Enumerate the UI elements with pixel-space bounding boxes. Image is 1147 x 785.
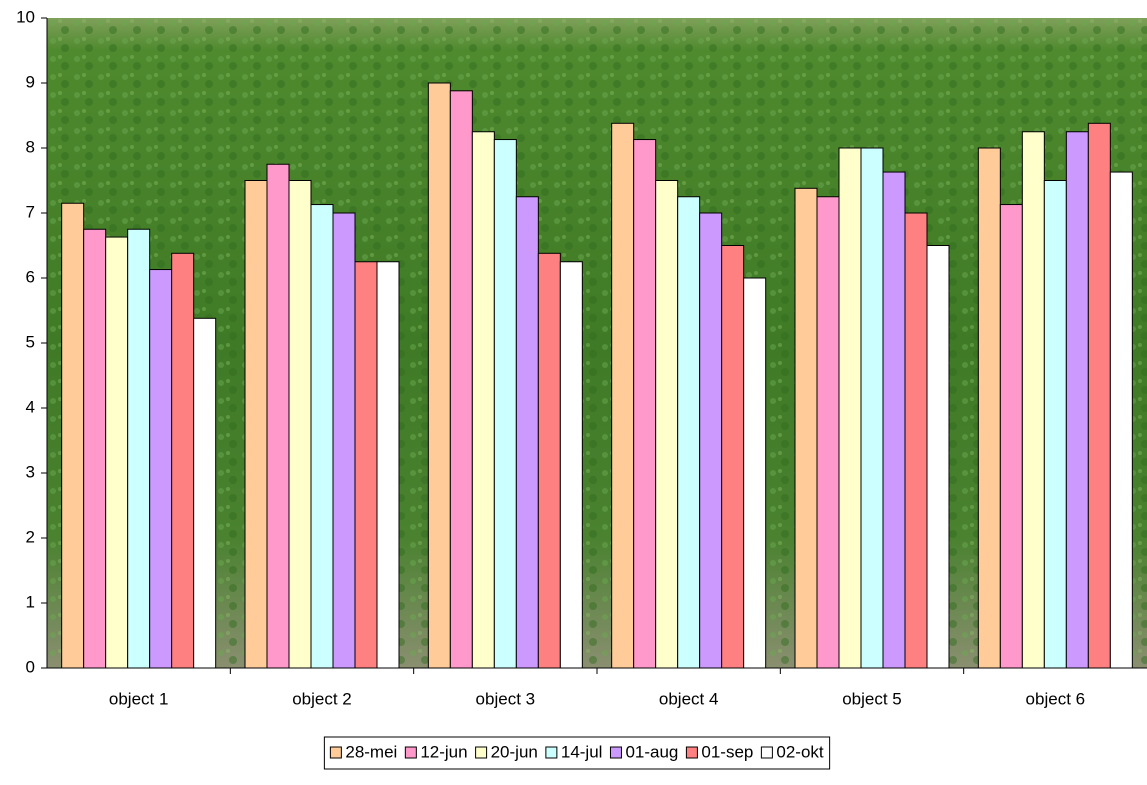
legend-label: 01-sep <box>701 742 753 761</box>
bar <box>193 317 217 669</box>
y-tick-label: 4 <box>26 397 35 416</box>
bar <box>794 187 818 669</box>
x-tick-label: object 1 <box>109 689 169 708</box>
bar <box>559 261 583 669</box>
legend-label: 02-okt <box>776 742 824 761</box>
y-tick-label: 0 <box>26 657 35 676</box>
legend-swatch <box>329 746 342 759</box>
bar <box>611 122 635 669</box>
y-tick-label: 3 <box>26 462 35 481</box>
bar <box>310 204 334 669</box>
bar <box>493 139 517 669</box>
bar <box>816 196 840 669</box>
bar <box>677 196 701 669</box>
legend-swatch <box>545 746 558 759</box>
bar <box>838 147 862 669</box>
legend-swatch <box>760 746 773 759</box>
bar <box>882 171 906 669</box>
x-tick-label: object 2 <box>292 689 352 708</box>
bar <box>449 90 473 669</box>
bar <box>354 261 378 669</box>
x-tick-label: object 3 <box>476 689 536 708</box>
bar <box>288 180 312 669</box>
y-tick-label: 1 <box>26 592 35 611</box>
bar <box>105 236 129 669</box>
y-tick-label: 5 <box>26 332 35 351</box>
y-tick-label: 7 <box>26 202 35 221</box>
legend-swatch <box>609 746 622 759</box>
bar <box>266 163 290 669</box>
bar <box>1021 131 1045 669</box>
bar <box>1087 122 1111 669</box>
legend-label: 14-jul <box>561 742 603 761</box>
bar <box>1109 171 1133 669</box>
bar <box>537 252 561 669</box>
bar <box>332 212 356 669</box>
y-tick-label: 10 <box>16 7 35 26</box>
bar <box>1065 131 1089 669</box>
bar <box>633 139 657 669</box>
bar <box>471 131 495 669</box>
bar <box>171 252 195 669</box>
bar <box>127 228 151 669</box>
bar <box>1043 180 1067 669</box>
bar <box>860 147 884 669</box>
y-tick-label: 9 <box>26 72 35 91</box>
y-tick-label: 2 <box>26 527 35 546</box>
legend-label: 01-aug <box>625 742 678 761</box>
bar <box>904 212 928 669</box>
y-tick-label: 8 <box>26 137 35 156</box>
bar <box>721 245 745 669</box>
legend-label: 28-mei <box>345 742 397 761</box>
legend-label: 20-jun <box>491 742 538 761</box>
x-tick-label: object 4 <box>659 689 719 708</box>
plot-texture <box>47 18 1147 668</box>
legend-swatch <box>404 746 417 759</box>
x-tick-label: object 5 <box>842 689 902 708</box>
bar <box>926 245 950 669</box>
bar <box>699 212 723 669</box>
bar <box>515 196 539 669</box>
bar <box>977 147 1001 669</box>
y-tick-label: 6 <box>26 267 35 286</box>
bar <box>83 228 107 669</box>
x-tick-label: object 6 <box>1026 689 1086 708</box>
bar <box>244 180 268 669</box>
legend-swatch <box>475 746 488 759</box>
bar <box>427 82 451 669</box>
legend-swatch <box>685 746 698 759</box>
bar <box>376 261 400 669</box>
bar <box>999 204 1023 669</box>
bar <box>149 269 173 669</box>
bar <box>61 202 85 669</box>
legend-label: 12-jun <box>420 742 467 761</box>
bar <box>743 277 767 669</box>
bar <box>655 180 679 669</box>
